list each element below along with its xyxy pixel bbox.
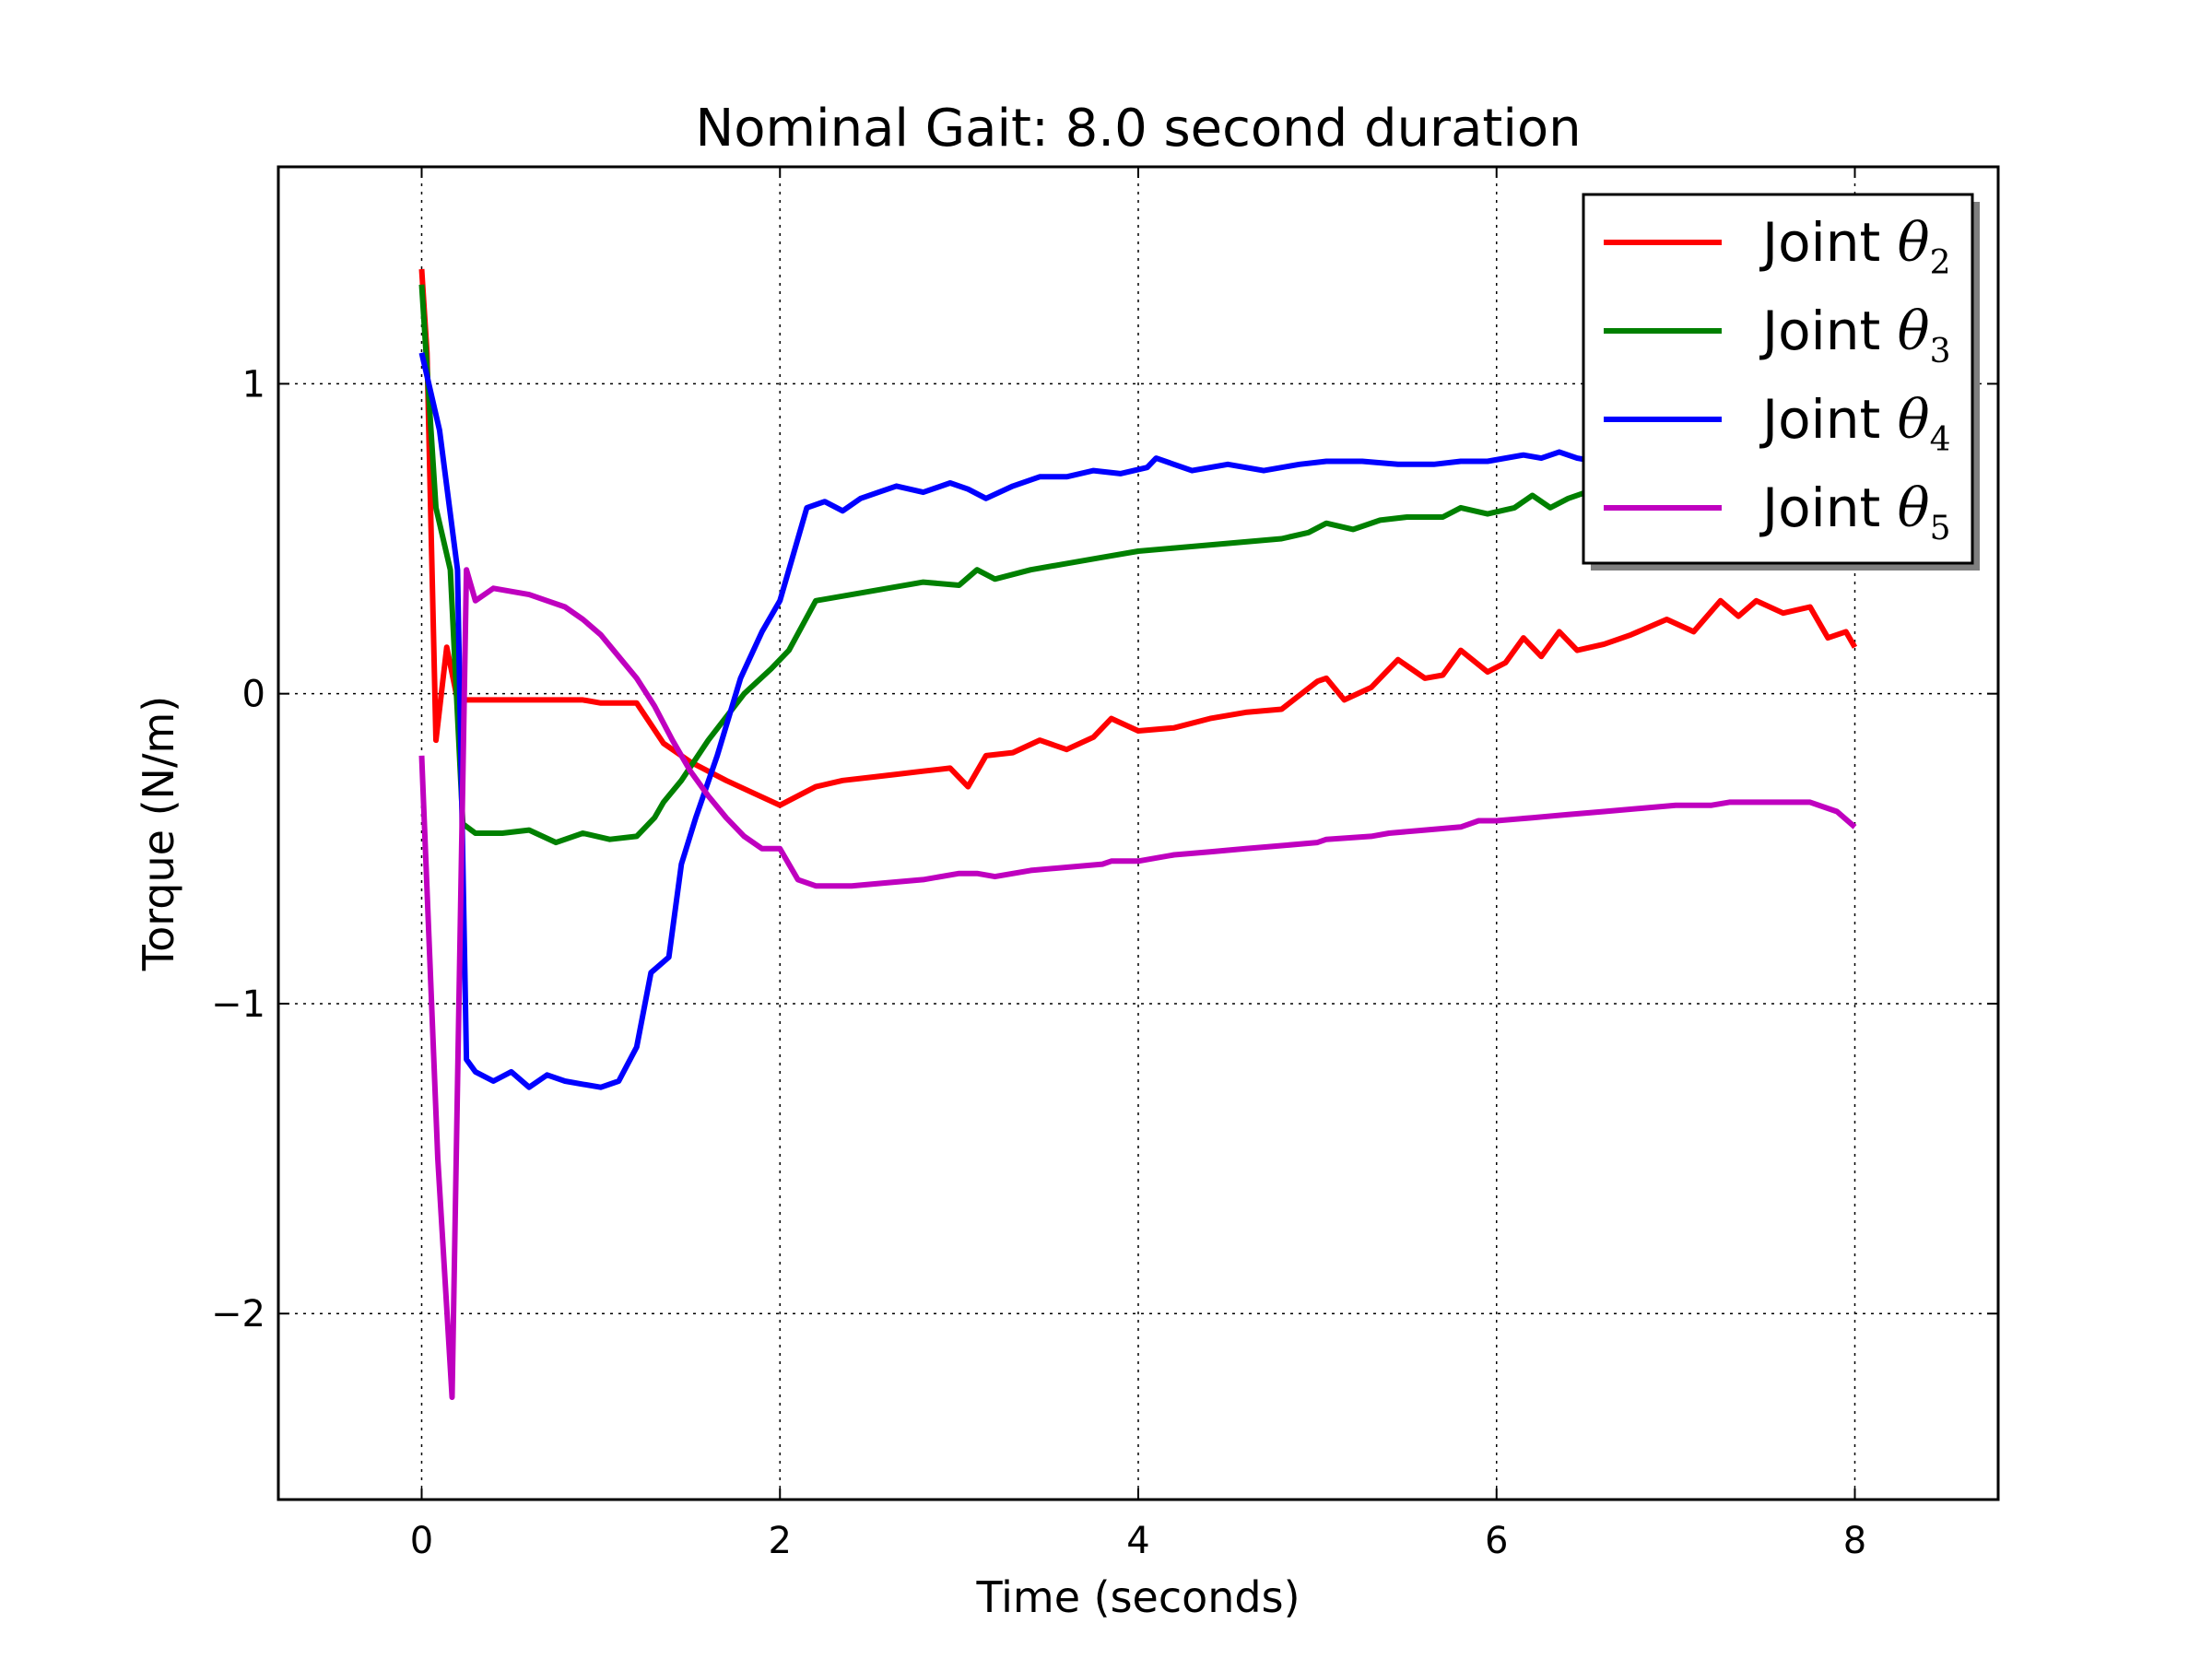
legend-entry-word: Joint [1759, 388, 1898, 451]
chart-title: Nominal Gait: 8.0 second duration [695, 99, 1581, 159]
y-tick-label: −1 [211, 983, 265, 1026]
legend-entry: Joint θ4 [1759, 388, 1950, 459]
legend-entry-subscript: 4 [1930, 421, 1951, 459]
series-line-theta-4 [418, 352, 1596, 1090]
y-tick-label: 1 [242, 363, 265, 406]
x-tick-label: 4 [1126, 1520, 1149, 1562]
legend-entry: Joint θ3 [1759, 300, 1950, 371]
axis-ticks: 0 2 4 6 810−1−2 [211, 167, 1998, 1562]
x-tick-label: 6 [1485, 1520, 1508, 1562]
x-axis-label: Time (seconds) [975, 1572, 1300, 1622]
legend-entry-subscript: 5 [1930, 510, 1951, 547]
x-tick-label: 2 [769, 1520, 792, 1562]
legend-entry-symbol: θ [1898, 388, 1930, 451]
series-line-theta-5 [418, 567, 1857, 1400]
plot-area [418, 268, 1858, 1400]
x-tick-label: 0 [410, 1520, 433, 1562]
legend-entry: Joint θ2 [1759, 211, 1950, 282]
legend-entry-symbol: θ [1898, 300, 1930, 362]
legend-entry-subscript: 2 [1930, 244, 1951, 282]
legend-box [1582, 193, 1974, 565]
legend-entry-subscript: 3 [1930, 333, 1951, 371]
legend-entry-word: Joint [1759, 300, 1898, 362]
grid [278, 167, 1998, 1500]
legend-entry-symbol: θ [1898, 477, 1930, 539]
legend-entry: Joint θ5 [1759, 477, 1950, 547]
legend-entry-word: Joint [1759, 211, 1898, 274]
y-tick-label: 0 [242, 674, 265, 716]
x-tick-label: 8 [1843, 1520, 1866, 1562]
y-axis-label: Torque (N/m) [134, 696, 183, 971]
series-line-theta-3 [418, 284, 1596, 846]
legend-entry-symbol: θ [1898, 211, 1930, 274]
legend-entry-word: Joint [1759, 477, 1898, 539]
y-tick-label: −2 [211, 1293, 265, 1335]
series-line-theta-2 [418, 268, 1858, 808]
